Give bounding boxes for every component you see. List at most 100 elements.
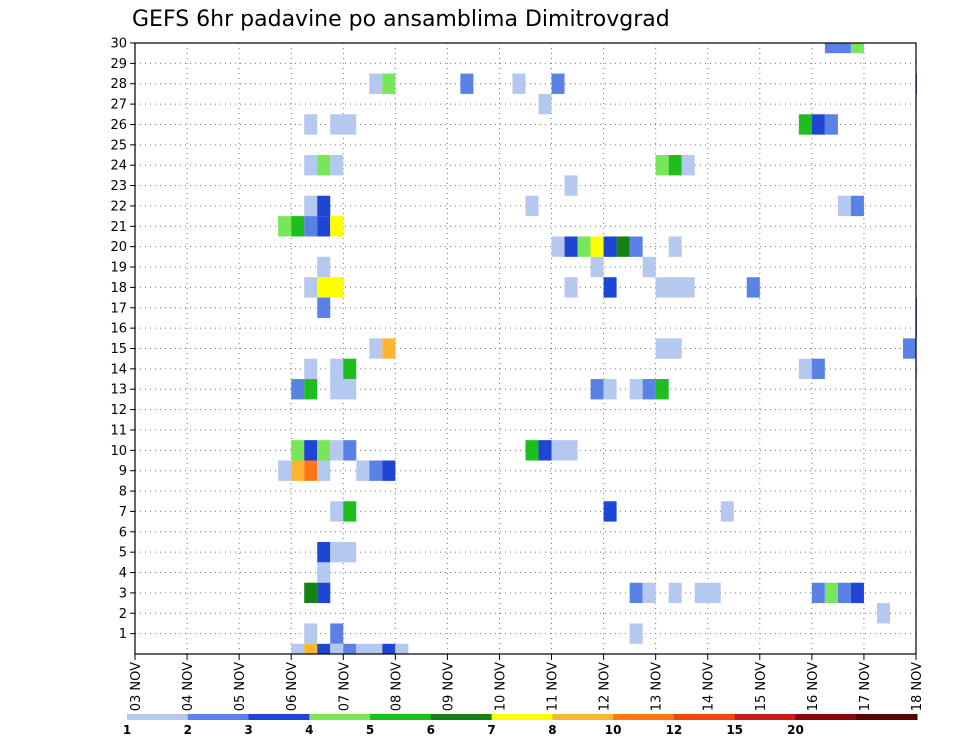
precip-cell: [304, 358, 318, 380]
x-axis-ticks: 03 NOV 04 NOV 05 NOV 06 NOV 07 NOV 08 NOV 09 N…: [129, 654, 925, 711]
precip-cell: [590, 236, 604, 257]
x-tick-label: 15 NOV: [754, 662, 769, 711]
legend-label: 8: [548, 723, 556, 737]
precip-cell: [291, 643, 305, 654]
precip-cell: [291, 460, 305, 481]
precip-cell: [304, 155, 318, 176]
chart-title: GEFS 6hr padavine po ansamblima Dimitrov…: [132, 7, 670, 32]
precipitation-cells: [278, 43, 917, 654]
legend-swatch: [673, 714, 736, 720]
precip-cell: [642, 379, 656, 400]
precip-cell: [642, 582, 656, 604]
y-tick-label: 3: [119, 586, 127, 601]
precip-cell: [681, 155, 695, 176]
precip-cell: [304, 195, 318, 217]
precip-cell: [317, 256, 331, 278]
precip-cell: [590, 256, 604, 278]
x-tick-label: 12 NOV: [598, 662, 613, 711]
y-tick-label: 26: [110, 118, 127, 133]
y-tick-label: 21: [110, 220, 127, 235]
x-tick-label: 04 NOV: [181, 662, 196, 711]
precip-cell: [629, 379, 643, 400]
precip-cell: [278, 460, 292, 481]
precip-cell: [512, 73, 526, 94]
precip-cell: [564, 175, 578, 196]
y-tick-label: 8: [119, 485, 127, 500]
precip-cell: [291, 440, 305, 461]
x-tick-label: 07 NOV: [337, 662, 352, 711]
precip-cell: [551, 440, 578, 461]
precip-cell: [317, 195, 331, 217]
legend-label: 5: [366, 723, 374, 737]
y-tick-label: 10: [110, 444, 127, 459]
precip-cell: [304, 582, 318, 604]
y-tick-label: 7: [119, 505, 127, 520]
y-tick-label: 17: [110, 301, 127, 316]
y-axis-ticks: 1234567891011121314151617181920212223242…: [110, 37, 135, 642]
precip-cell: [304, 216, 318, 237]
y-tick-label: 19: [110, 261, 127, 276]
legend-swatch: [430, 714, 493, 720]
y-tick-label: 27: [110, 98, 127, 113]
precip-cell: [538, 440, 552, 461]
precip-cell: [616, 236, 630, 257]
precip-cell: [369, 460, 383, 481]
precip-cell: [629, 582, 643, 604]
precip-cell: [330, 379, 357, 400]
precip-cell: [655, 155, 669, 176]
y-tick-label: 14: [110, 362, 127, 377]
precip-cell: [304, 277, 318, 298]
precip-cell: [811, 582, 825, 604]
precip-cell: [590, 379, 604, 400]
x-tick-label: 03 NOV: [129, 662, 144, 711]
precip-cell: [343, 643, 357, 654]
legend-swatch: [795, 714, 857, 720]
precip-cell: [317, 460, 331, 481]
precip-cell: [356, 460, 370, 481]
legend-swatch: [187, 714, 250, 720]
precip-cell: [798, 114, 812, 135]
precip-cell: [655, 338, 682, 359]
legend-label: 3: [244, 723, 252, 737]
legend-swatch: [613, 714, 675, 720]
precip-cell: [564, 277, 578, 298]
precip-cell: [395, 643, 409, 654]
precip-cell: [317, 562, 331, 583]
precip-cell: [304, 379, 318, 400]
legend-swatch: [127, 714, 189, 720]
precip-cell: [330, 501, 344, 522]
precip-cell: [317, 277, 344, 298]
precip-cell: [694, 582, 721, 604]
precip-cell: [330, 358, 344, 380]
y-tick-label: 6: [119, 525, 127, 540]
x-tick-label: 11 NOV: [546, 662, 561, 711]
precip-cell: [603, 379, 617, 400]
y-tick-label: 25: [110, 138, 127, 153]
legend-swatch: [309, 714, 371, 720]
y-tick-label: 28: [110, 77, 127, 92]
precip-cell: [850, 195, 864, 217]
x-tick-label: 17 NOV: [858, 662, 873, 711]
y-tick-label: 5: [119, 546, 127, 561]
precip-cell: [304, 623, 318, 644]
precip-cell: [317, 541, 331, 563]
precip-cell: [902, 338, 916, 359]
legend-swatch: [856, 714, 918, 720]
legend-swatch: [491, 714, 553, 720]
precip-cell: [304, 114, 318, 135]
y-tick-label: 22: [110, 199, 127, 214]
precip-cell: [824, 582, 838, 604]
precip-cell: [291, 216, 305, 237]
precip-cell: [330, 623, 344, 644]
precip-cell: [746, 277, 760, 298]
precip-cell: [343, 501, 357, 522]
legend-swatch: [248, 714, 310, 720]
x-tick-label: 09 NOV: [441, 662, 456, 711]
x-tick-label: 16 NOV: [806, 662, 821, 711]
y-tick-label: 24: [110, 159, 127, 174]
precip-cell: [317, 440, 331, 461]
precip-cell: [304, 440, 318, 461]
precip-cell: [837, 195, 851, 217]
y-tick-label: 29: [110, 57, 127, 72]
